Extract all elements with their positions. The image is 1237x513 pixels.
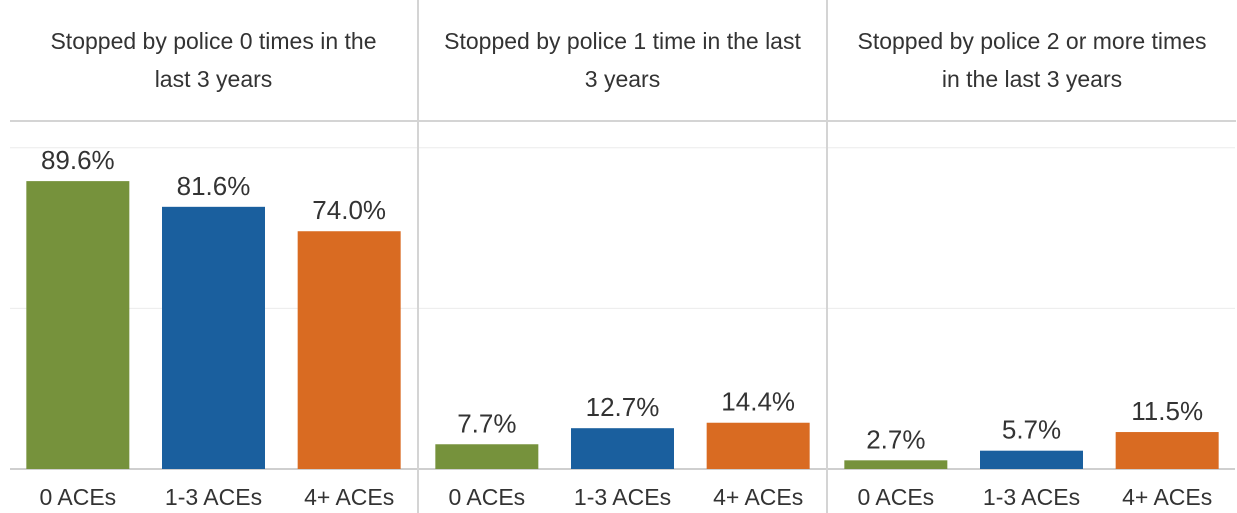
value-label: 2.7% [866, 424, 925, 454]
chart: 0 ACEs 89.6% 1-3 ACEs 81.6% 4+ ACEs 74.0% [10, 145, 417, 510]
panel: Stopped by police 0 times in the last 3 … [10, 0, 419, 513]
bar [706, 422, 810, 469]
bar [435, 444, 539, 469]
x-tick-label: 0 ACEs [39, 484, 116, 510]
panel: Stopped by police 2 or more times in the… [828, 0, 1236, 513]
bar [844, 460, 948, 469]
value-label: 5.7% [1002, 415, 1061, 445]
x-tick-label: 1-3 ACEs [574, 484, 671, 510]
panel-title: Stopped by police 0 times in the last 3 … [50, 28, 377, 92]
value-label: 7.7% [457, 408, 516, 438]
x-tick-label: 4+ ACEs [1122, 484, 1212, 510]
bar [162, 206, 265, 470]
x-tick-label: 1-3 ACEs [983, 484, 1080, 510]
bar [26, 181, 130, 469]
panel-title: Stopped by police 1 time in the last 3 y… [444, 28, 801, 92]
value-label: 74.0% [312, 195, 386, 225]
panel-header: Stopped by police 0 times in the last 3 … [10, 0, 417, 122]
panel-header: Stopped by police 1 time in the last 3 y… [419, 0, 826, 122]
x-tick-label: 0 ACEs [857, 484, 934, 510]
panel-header: Stopped by police 2 or more times in the… [828, 0, 1236, 122]
bar [297, 231, 401, 469]
bar [571, 428, 674, 469]
value-label: 89.6% [41, 145, 115, 175]
chart: 0 ACEs 2.7% 1-3 ACEs 5.7% 4+ ACEs 11.5% [828, 147, 1235, 510]
panel-title: Stopped by police 2 or more times in the… [857, 28, 1207, 92]
bar [1115, 432, 1219, 469]
x-tick-label: 4+ ACEs [713, 484, 803, 510]
chart: 0 ACEs 7.7% 1-3 ACEs 12.7% 4+ ACEs 14.4% [419, 147, 826, 510]
value-label: 81.6% [177, 171, 251, 201]
x-tick-label: 0 ACEs [448, 484, 525, 510]
panel: Stopped by police 1 time in the last 3 y… [419, 0, 828, 513]
value-label: 12.7% [586, 392, 660, 422]
x-tick-label: 1-3 ACEs [165, 484, 262, 510]
value-label: 11.5% [1131, 396, 1203, 426]
bar [980, 450, 1083, 469]
value-label: 14.4% [721, 387, 795, 417]
x-tick-label: 4+ ACEs [304, 484, 394, 510]
